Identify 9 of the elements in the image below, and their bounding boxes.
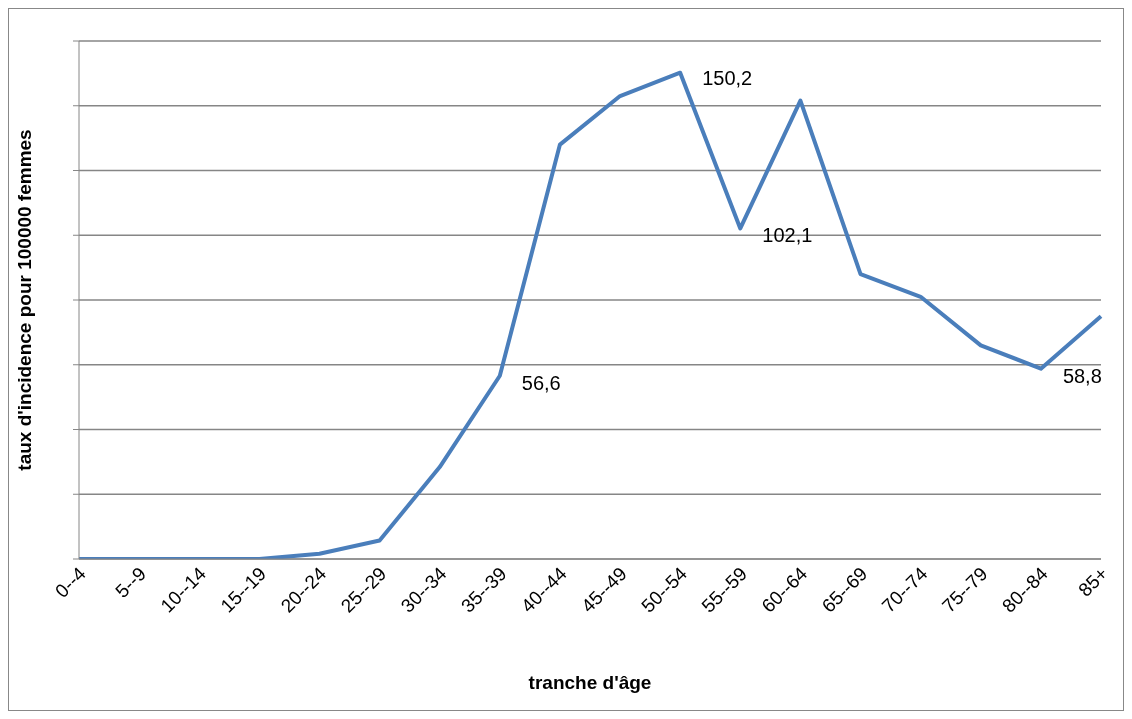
y-axis-title: taux d'incidence pour 100000 femmes [13, 129, 35, 471]
data-label: 56,6 [521, 371, 561, 394]
data-label: 58,8 [1062, 364, 1102, 387]
x-tick-label: 5--9 [111, 562, 150, 602]
x-tick-label: 0--4 [51, 562, 91, 602]
x-tick-label: 85+ [1074, 562, 1112, 601]
data-label: 150,2 [702, 66, 753, 89]
x-axis-title: tranche d'âge [528, 672, 652, 693]
data-label: 102,1 [762, 224, 813, 247]
